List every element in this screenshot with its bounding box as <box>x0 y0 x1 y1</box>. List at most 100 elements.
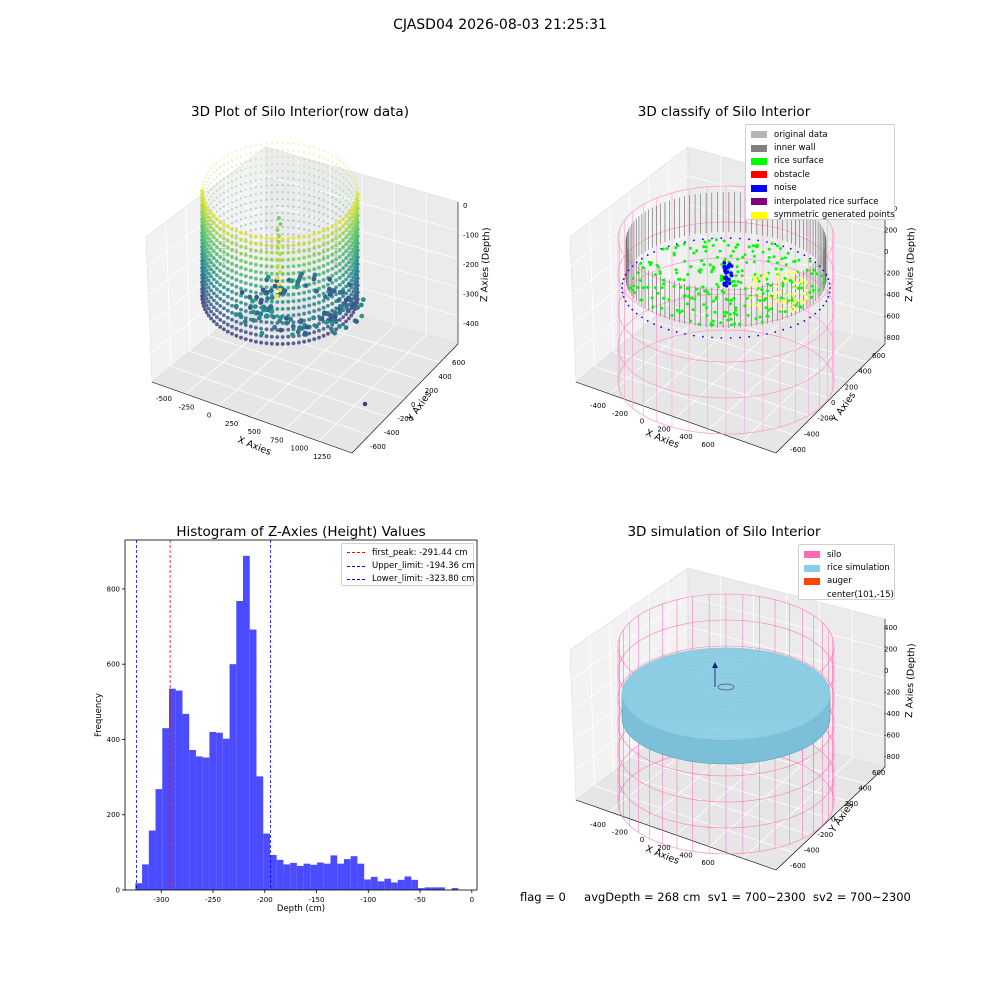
raw-point <box>292 177 295 180</box>
rice-surface-point <box>741 255 745 259</box>
figure-suptitle: CJASD04 2026-08-03 21:25:31 <box>393 17 607 33</box>
rice-surface-point <box>632 284 636 288</box>
y-tick-label: -600 <box>790 446 806 454</box>
noise-point <box>711 237 713 240</box>
raw-point <box>321 270 326 275</box>
raw-point <box>212 171 215 174</box>
raw-point <box>244 181 247 184</box>
noise-point <box>797 251 799 253</box>
raw-point <box>260 178 263 181</box>
legend-label: rice simulation <box>827 563 890 574</box>
raw-point <box>210 188 213 191</box>
raw-point <box>270 170 273 173</box>
raw-point <box>321 235 326 240</box>
raw-point <box>230 317 234 322</box>
legend-label: first_peak: -291.44 cm <box>372 547 468 558</box>
raw-point <box>321 298 326 303</box>
raw-point <box>277 258 282 262</box>
raw-point <box>347 237 350 240</box>
raw-floor-point <box>284 315 289 321</box>
raw-3d-plot[interactable]: -500-250025050075010001250-600-400-20002… <box>0 120 500 600</box>
raw-point <box>302 248 306 253</box>
histogram-bar <box>236 600 244 890</box>
raw-point <box>275 307 280 311</box>
histogram-bar <box>276 859 284 890</box>
raw-floor-point <box>324 320 330 325</box>
histogram-bar <box>216 732 223 890</box>
raw-point <box>201 213 206 217</box>
raw-point <box>205 187 208 190</box>
rice-surface-point <box>810 295 814 299</box>
legend-item: silo <box>804 548 889 561</box>
x-tick-label: 250 <box>225 420 238 428</box>
raw-point <box>276 225 279 229</box>
raw-point <box>353 258 357 263</box>
raw-point <box>350 198 353 201</box>
raw-point <box>292 149 295 152</box>
raw-point <box>244 195 247 198</box>
raw-point <box>201 220 206 224</box>
noise-point <box>825 273 828 276</box>
rice-surface-point <box>743 287 747 291</box>
axis-edge <box>775 343 886 454</box>
raw-point <box>349 271 354 276</box>
raw-point <box>326 254 330 259</box>
raw-point <box>281 169 284 173</box>
raw-point <box>317 328 321 333</box>
raw-point <box>308 194 311 197</box>
sv2-text: sv2 = 700~2300 <box>812 890 911 904</box>
raw-point <box>206 271 211 276</box>
raw-point <box>230 222 234 225</box>
raw-point <box>292 156 295 159</box>
raw-point <box>215 294 219 299</box>
raw-point <box>308 152 311 155</box>
raw-point <box>313 160 316 163</box>
raw-point <box>203 300 207 305</box>
grid-line <box>608 622 614 772</box>
z-tick-label: 0 <box>463 202 467 210</box>
raw-point <box>342 161 345 164</box>
raw-point <box>275 300 280 304</box>
raw-point <box>226 196 229 199</box>
rice-surface-point <box>700 259 703 263</box>
raw-point <box>334 306 338 311</box>
noise-point <box>803 320 806 322</box>
histogram-bar <box>323 863 331 890</box>
noise-point <box>624 273 627 276</box>
raw-point <box>347 202 350 205</box>
raw-point <box>230 152 234 155</box>
histogram-bar <box>222 738 230 890</box>
raw-point <box>259 277 263 282</box>
raw-floor-point <box>233 303 239 309</box>
raw-point <box>212 214 216 219</box>
raw-floor-point <box>282 288 288 294</box>
raw-point <box>303 179 306 182</box>
rice-surface-point <box>786 251 790 255</box>
raw-point <box>248 240 253 245</box>
x-tick-label: 600 <box>701 441 714 449</box>
raw-floor-point <box>322 294 328 300</box>
noise-point <box>635 312 638 315</box>
raw-point <box>230 208 234 211</box>
noise-point <box>723 269 727 273</box>
symmetric-point <box>785 279 789 283</box>
raw-point <box>212 228 216 233</box>
raw-floor-point <box>239 290 245 295</box>
raw-point <box>341 266 345 271</box>
raw-point <box>281 141 284 145</box>
rice-surface-point <box>775 261 779 265</box>
raw-point <box>303 165 306 168</box>
raw-point <box>249 166 252 169</box>
raw-point <box>281 190 284 194</box>
raw-3d-tick-labels: -500-250025050075010001250-600-400-20002… <box>156 202 479 461</box>
raw-point <box>334 222 338 227</box>
rice-surface-point <box>764 306 768 310</box>
symmetric-point <box>799 299 803 302</box>
rice-surface-point <box>674 246 678 250</box>
raw-point <box>313 209 316 212</box>
classify-3d-plot[interactable]: -400-2000200400600-600-400-2000200400600… <box>500 120 1000 600</box>
raw-point <box>317 148 321 151</box>
raw-point <box>276 155 279 159</box>
